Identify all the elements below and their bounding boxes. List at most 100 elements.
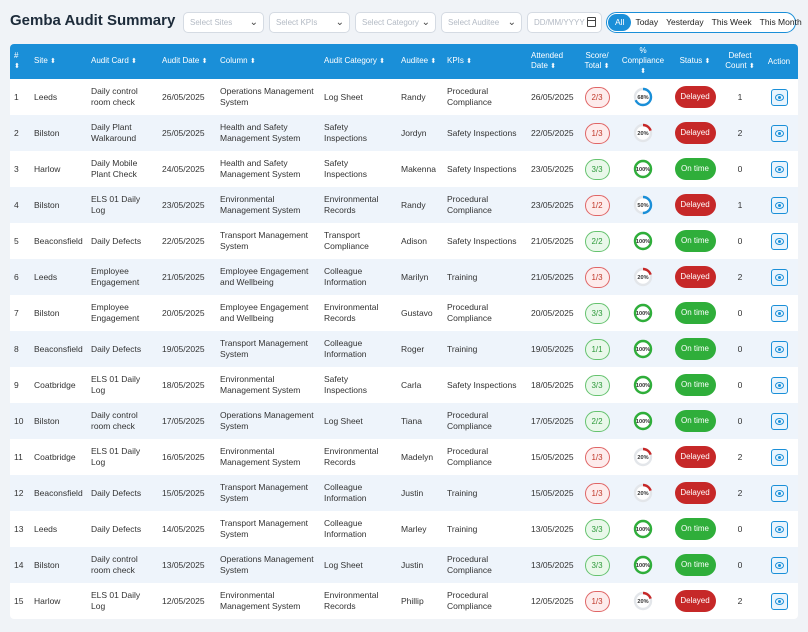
- table-row[interactable]: 6 Leeds Employee Engagement 21/05/2025 Emplo…: [10, 259, 798, 295]
- cell-score: 3/3: [578, 151, 616, 187]
- view-button[interactable]: [770, 556, 788, 574]
- auditee-filter[interactable]: Select Auditee ⌄: [441, 12, 522, 33]
- range-this-week-button[interactable]: This Week: [711, 17, 752, 27]
- cell-defect-count: 0: [737, 379, 743, 390]
- table-row[interactable]: 2 Bilston Daily Plant Walkaround 25/05/2025…: [10, 115, 798, 151]
- range-yesterday-button[interactable]: Yesterday: [666, 17, 704, 27]
- cell-num: 11: [14, 451, 23, 462]
- view-button[interactable]: [770, 520, 788, 538]
- header-compliance[interactable]: % Compliance ⬍: [621, 46, 665, 75]
- table-row[interactable]: 8 Beaconsfield Daily Defects 19/05/2025 Tran…: [10, 331, 798, 367]
- calendar-icon[interactable]: [587, 17, 596, 27]
- table-row[interactable]: 1 Leeds Daily control room check 26/05/2025…: [10, 79, 798, 115]
- score-badge: 1/3: [584, 266, 610, 288]
- cell-site: Harlow: [34, 163, 61, 174]
- range-today-button[interactable]: Today: [635, 17, 659, 27]
- cell-audit-card: Daily control room check: [91, 410, 138, 431]
- sort-arrows-icon: ⬍: [379, 58, 386, 65]
- cell-compliance: 20%: [616, 475, 670, 511]
- status-badge: On time: [674, 230, 716, 252]
- status-badge: Delayed: [674, 194, 716, 216]
- cell-auditee: Madelyn: [401, 451, 434, 462]
- view-button[interactable]: [770, 340, 788, 358]
- compliance-label: 100%: [636, 383, 650, 389]
- view-button[interactable]: [770, 196, 788, 214]
- cell-site: Coatbridge: [34, 451, 76, 462]
- header-kpis[interactable]: KPIs ⬍: [447, 56, 473, 65]
- table-row[interactable]: 11 Coatbridge ELS 01 Daily Log 16/05/2025 En…: [10, 439, 798, 475]
- cell-column: Transport Management System: [220, 518, 309, 539]
- cell-auditee: Marilyn: [401, 271, 429, 282]
- cell-status: Delayed: [670, 583, 720, 619]
- date-input[interactable]: DD/MM/YYYY: [527, 12, 602, 33]
- cell-defect-count: 0: [737, 415, 743, 426]
- cell-column: Transport Management System: [220, 338, 309, 359]
- header-column[interactable]: Column ⬍: [220, 56, 256, 65]
- cell-defect-count: 2: [737, 487, 743, 498]
- score-badge: 1/3: [584, 482, 610, 504]
- table-row[interactable]: 14 Bilston Daily control room check 13/05/2…: [10, 547, 798, 583]
- cell-audit-card: Daily Plant Walkaround: [91, 122, 137, 143]
- table-row[interactable]: 4 Bilston ELS 01 Daily Log 23/05/2025 Enviro…: [10, 187, 798, 223]
- cell-attended-date: 13/05/2025: [531, 523, 574, 534]
- view-button[interactable]: [770, 376, 788, 394]
- cell-audit-category: Colleague Information: [324, 482, 367, 503]
- cell-attended-date: 12/05/2025: [531, 595, 574, 606]
- header-defect-count[interactable]: Defect Count ⬍: [725, 51, 755, 70]
- sites-filter[interactable]: Select Sites ⌄: [183, 12, 264, 33]
- header-attended-date[interactable]: Attended Date ⬍: [531, 51, 564, 70]
- header-auditee[interactable]: Auditee ⬍: [401, 56, 437, 65]
- cell-compliance: 100%: [616, 511, 670, 547]
- table-row[interactable]: 3 Harlow Daily Mobile Plant Check 24/05/202…: [10, 151, 798, 187]
- view-button[interactable]: [770, 88, 788, 106]
- header-num[interactable]: # ⬍: [14, 51, 20, 70]
- range-this-month-button[interactable]: This Month: [759, 17, 802, 27]
- score-badge: 3/3: [584, 302, 610, 324]
- score-badge: 3/3: [584, 374, 610, 396]
- header-audit-date[interactable]: Audit Date ⬍: [162, 56, 208, 65]
- view-button[interactable]: [770, 124, 788, 142]
- view-button[interactable]: [770, 304, 788, 322]
- cell-compliance: 100%: [616, 151, 670, 187]
- compliance-label: 100%: [636, 563, 650, 569]
- table-row[interactable]: 12 Beaconsfield Daily Defects 15/05/2025 Tra…: [10, 475, 798, 511]
- header-status[interactable]: Status ⬍: [679, 56, 711, 65]
- cell-num: 2: [14, 127, 19, 138]
- cell-action: [760, 259, 798, 295]
- category-filter-placeholder: Select Category: [362, 18, 419, 27]
- cell-kpis: Procedural Compliance: [447, 554, 492, 575]
- view-button[interactable]: [770, 592, 788, 610]
- cell-action: [760, 187, 798, 223]
- cell-audit-date: 19/05/2025: [162, 343, 205, 354]
- table-row[interactable]: 5 Beaconsfield Daily Defects 22/05/2025 Tran…: [10, 223, 798, 259]
- sort-arrows-icon: ⬍: [14, 63, 20, 70]
- chevron-down-icon: ⌄: [249, 17, 258, 28]
- table-row[interactable]: 7 Bilston Employee Engagement 20/05/2025 Emp…: [10, 295, 798, 331]
- header-audit-category[interactable]: Audit Category ⬍: [324, 56, 386, 65]
- table-row[interactable]: 15 Harlow ELS 01 Daily Log 12/05/2025 Enviro…: [10, 583, 798, 619]
- range-all-button[interactable]: All: [608, 14, 632, 31]
- view-button[interactable]: [770, 412, 788, 430]
- view-button[interactable]: [770, 268, 788, 286]
- cell-status: On time: [670, 223, 720, 259]
- kpis-filter[interactable]: Select KPIs ⌄: [269, 12, 350, 33]
- view-button[interactable]: [770, 160, 788, 178]
- header-site[interactable]: Site ⬍: [34, 56, 56, 65]
- cell-audit-date: 23/05/2025: [162, 199, 205, 210]
- header-score-total[interactable]: Score/Total ⬍: [584, 51, 610, 70]
- category-filter[interactable]: Select Category ⌄: [355, 12, 436, 33]
- table-row[interactable]: 10 Bilston Daily control room check 17/05/2…: [10, 403, 798, 439]
- cell-score: 1/2: [578, 187, 616, 223]
- view-button[interactable]: [770, 484, 788, 502]
- view-button[interactable]: [770, 232, 788, 250]
- cell-score: 2/2: [578, 223, 616, 259]
- compliance-ring: 100%: [633, 411, 653, 431]
- table-row[interactable]: 9 Coatbridge ELS 01 Daily Log 18/05/2025 Env…: [10, 367, 798, 403]
- cell-score: 3/3: [578, 295, 616, 331]
- cell-status: On time: [670, 151, 720, 187]
- cell-audit-category: Environmental Records: [324, 302, 379, 323]
- table-row[interactable]: 13 Leeds Daily Defects 14/05/2025 Transport …: [10, 511, 798, 547]
- view-button[interactable]: [770, 448, 788, 466]
- cell-site: Beaconsfield: [34, 487, 83, 498]
- header-audit-card[interactable]: Audit Card ⬍: [91, 56, 137, 65]
